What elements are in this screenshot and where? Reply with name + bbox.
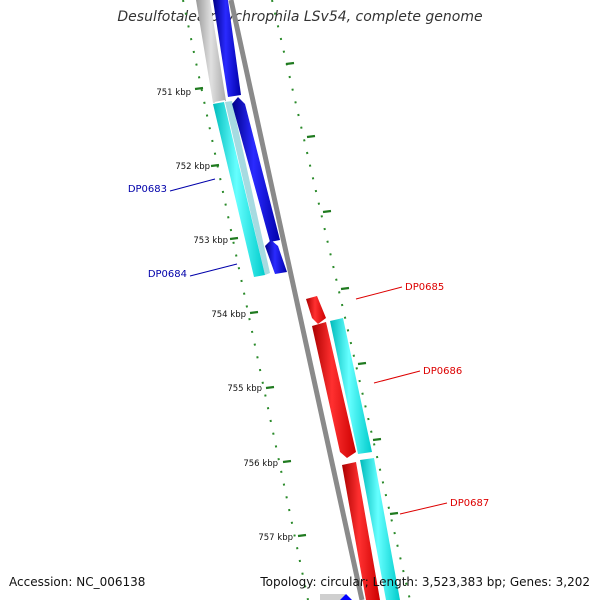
gene-DP0686[interactable] — [312, 318, 372, 458]
gene-label: DP0686 — [423, 366, 462, 377]
gene-track — [225, 101, 270, 275]
tick-label: 753 kbp — [193, 236, 228, 246]
gene-DP0685[interactable] — [306, 296, 326, 324]
tick-label: 754 kbp — [211, 310, 246, 320]
gene-label: DP0684 — [148, 269, 187, 280]
gene-label-DP0685[interactable]: DP0685 — [355, 282, 444, 300]
gene-label-DP0687[interactable]: DP0687 — [399, 498, 489, 515]
forward-cds — [342, 462, 380, 600]
gene-track — [330, 318, 372, 454]
gene-label-DP0684[interactable]: DP0684 — [148, 263, 238, 280]
gene-label: DP0683 — [128, 184, 167, 195]
gene-label-DP0686[interactable]: DP0686 — [373, 366, 462, 384]
inner-tick-marks — [194, 86, 307, 538]
inner-guide-line — [182, 0, 309, 600]
reverse-cds — [213, 0, 241, 97]
forward-cds — [306, 296, 326, 324]
grey-feature — [196, 0, 226, 103]
gene-DP0684[interactable] — [225, 101, 287, 275]
tick-label: 755 kbp — [227, 384, 262, 394]
tick-label: 752 kbp — [175, 162, 210, 172]
tick-label: 756 kbp — [243, 459, 278, 469]
grey-feature-bottom — [320, 594, 345, 600]
reverse-cds — [265, 240, 287, 274]
accession-label: Accession: NC_006138 — [9, 575, 146, 589]
gene-track — [213, 102, 265, 277]
genome-backbone — [228, 0, 365, 600]
gene-DP0687[interactable] — [342, 458, 400, 600]
forward-cds — [312, 322, 356, 458]
tick-label: 751 kbp — [156, 88, 191, 98]
gene-label-DP0683[interactable]: DP0683 — [128, 178, 216, 195]
tick-label: 757 kbp — [258, 533, 293, 543]
reverse-cds — [232, 97, 280, 242]
gene-label: DP0685 — [405, 282, 444, 293]
gene-DP0683[interactable] — [213, 0, 280, 277]
outer-tick-marks — [285, 61, 399, 516]
genome-summary: Topology: circular; Length: 3,523,383 bp… — [260, 575, 590, 589]
gene-track — [360, 458, 400, 600]
gene-label: DP0687 — [450, 498, 489, 509]
reverse-cds-bottom — [340, 594, 352, 600]
